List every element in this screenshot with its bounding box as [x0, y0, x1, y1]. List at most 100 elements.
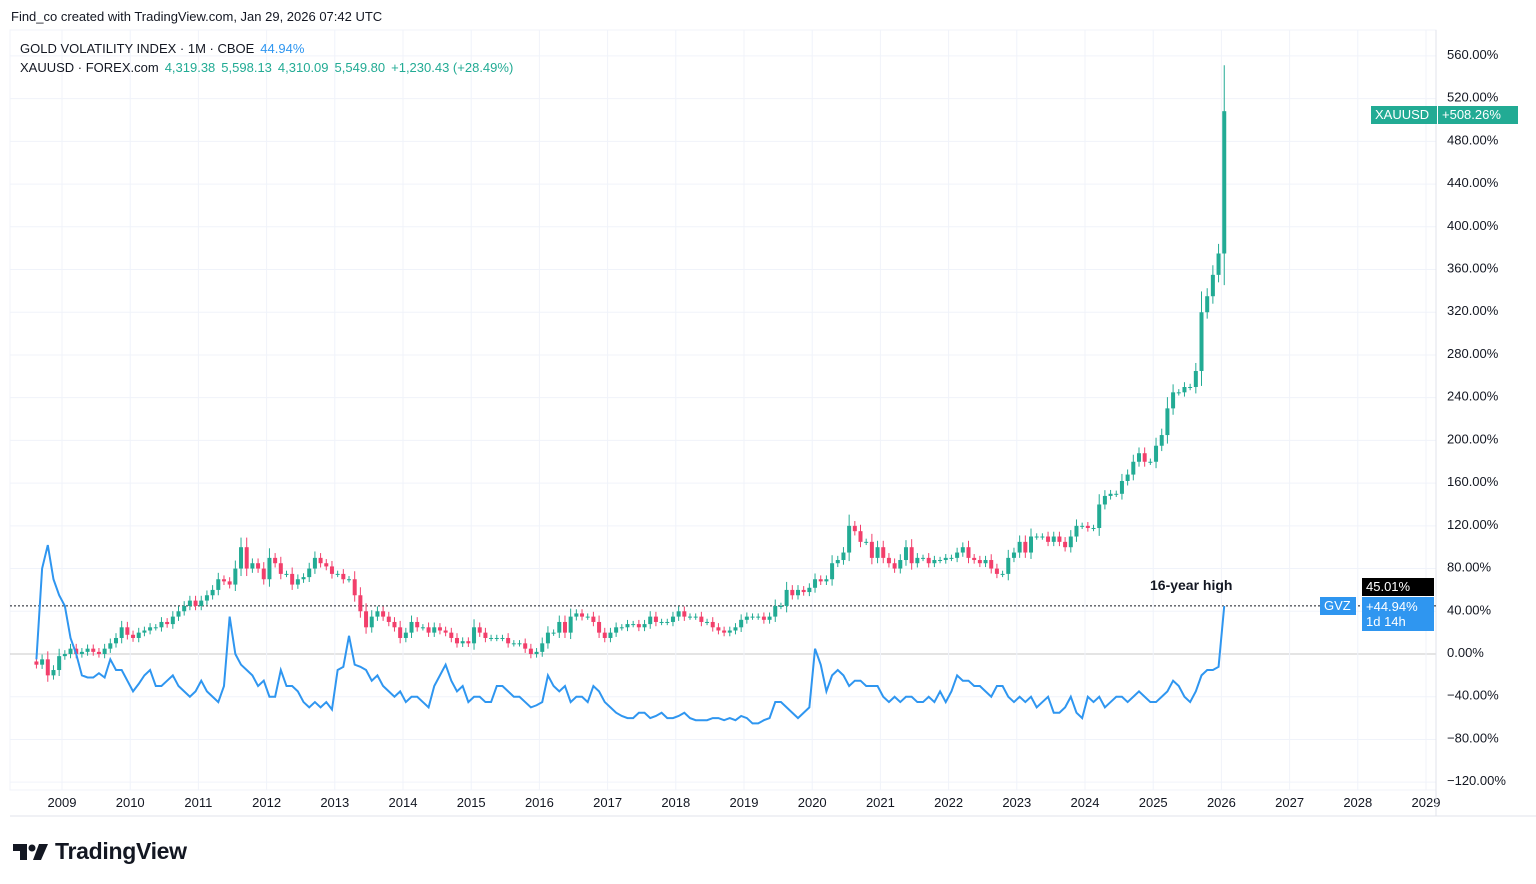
- xau-candle: [608, 632, 613, 638]
- xau-candle: [767, 616, 772, 620]
- xau-candle: [460, 641, 465, 644]
- xau-candle: [415, 621, 420, 628]
- xau-candle: [966, 547, 971, 558]
- xau-candle: [932, 560, 937, 564]
- xau-candle: [119, 627, 124, 638]
- xau-candle: [466, 641, 471, 644]
- xau-candle: [983, 560, 988, 564]
- xau-candle: [454, 637, 459, 644]
- xau-candle: [847, 525, 852, 553]
- xau-candle: [358, 595, 363, 612]
- xau-candle: [773, 605, 778, 617]
- xau-candle: [574, 613, 579, 617]
- xau-candle: [34, 661, 39, 665]
- xau-candle: [943, 557, 948, 561]
- gvz-countdown: 1d 14h: [1366, 614, 1406, 629]
- xau-candle: [744, 616, 749, 620]
- xau-candle: [659, 621, 664, 623]
- xau-candle: [233, 568, 238, 585]
- xau-candle: [739, 619, 744, 628]
- xau-candle: [1222, 111, 1227, 254]
- xau-candle: [483, 632, 488, 638]
- legend-xau[interactable]: XAUUSD · FOREX.com 4,319.38 5,598.13 4,310.…: [20, 58, 519, 77]
- x-tick-label: 2025: [1139, 795, 1168, 810]
- xau-candle: [602, 632, 607, 638]
- xau-candle: [165, 621, 170, 625]
- legend-gvz-title: GOLD VOLATILITY INDEX · 1M · CBOE: [20, 41, 255, 56]
- xau-candle: [489, 637, 494, 639]
- xau-candle: [57, 656, 62, 671]
- xau-candle: [1205, 296, 1210, 313]
- xau-candle: [68, 648, 73, 654]
- xau-candle: [972, 557, 977, 561]
- x-tick-label: 2015: [457, 795, 486, 810]
- xau-candle: [977, 560, 982, 564]
- tradingview-logo[interactable]: TradingView: [13, 838, 187, 865]
- xau-candle: [364, 611, 369, 628]
- y-tick-label: 240.00%: [1447, 389, 1499, 404]
- xau-candle: [955, 552, 960, 558]
- xau-candle: [921, 557, 926, 559]
- xau-candle: [1125, 474, 1130, 481]
- xau-candle: [159, 621, 164, 628]
- xau-candle: [301, 577, 306, 580]
- x-tick-label: 2020: [798, 795, 827, 810]
- xau-candle: [517, 643, 522, 645]
- xau-candle: [131, 634, 136, 638]
- xau-candle: [898, 560, 903, 569]
- xau-candle: [1108, 493, 1113, 496]
- xau-candle: [614, 627, 619, 633]
- xau-candle: [528, 648, 533, 654]
- xau-candle: [1000, 573, 1005, 575]
- xau-candle: [216, 579, 221, 590]
- x-tick-label: 2029: [1412, 795, 1441, 810]
- xau-candle: [210, 589, 215, 596]
- xau-candle: [409, 621, 414, 633]
- xau-candle: [818, 579, 823, 582]
- xau-candle: [562, 621, 567, 633]
- x-tick-label: 2022: [934, 795, 963, 810]
- xau-candle: [1119, 480, 1124, 494]
- xau-candle: [693, 616, 698, 618]
- xau-candle: [1017, 541, 1022, 553]
- x-tick-label: 2017: [593, 795, 622, 810]
- xau-candle: [494, 637, 499, 639]
- xau-candle: [716, 627, 721, 631]
- xau-candle: [841, 552, 846, 561]
- xau-candle: [909, 547, 914, 564]
- xau-candle: [1210, 274, 1215, 297]
- x-tick-label: 2026: [1207, 795, 1236, 810]
- xau-candle: [193, 600, 198, 606]
- xau-candle: [398, 627, 403, 638]
- xau-candle: [642, 624, 647, 628]
- xau-candle: [568, 616, 573, 633]
- xau-candle: [125, 627, 130, 635]
- xau-candle: [1165, 408, 1170, 436]
- xau-candle: [1182, 387, 1187, 393]
- xau-candle: [733, 627, 738, 631]
- xau-candle: [784, 589, 789, 606]
- xau-candle: [1171, 392, 1176, 409]
- legend-gvz[interactable]: GOLD VOLATILITY INDEX · 1M · CBOE 44.94%: [20, 39, 519, 58]
- legend-xau-change: +1,230.43 (+28.49%): [391, 60, 514, 75]
- xau-candle: [273, 557, 278, 564]
- xau-candle: [392, 621, 397, 628]
- xau-candle: [1057, 536, 1062, 542]
- xau-candle: [1046, 536, 1051, 542]
- y-tick-label: −40.00%: [1447, 688, 1499, 703]
- xau-candle: [170, 616, 175, 625]
- price-chart[interactable]: 560.00% 520.00% 480.00% 440.00% 400.00% 360.0…: [0, 0, 1536, 830]
- xau-candle: [472, 627, 477, 644]
- xau-candle: [653, 616, 658, 622]
- legend-xau-title: XAUUSD · FOREX.com: [20, 60, 159, 75]
- xau-tag: XAUUSD: [1371, 106, 1437, 124]
- xau-candle: [631, 624, 636, 626]
- xau-candle: [710, 621, 715, 628]
- xau-candle: [1216, 253, 1221, 275]
- xau-candle: [989, 560, 994, 569]
- x-tick-label: 2011: [184, 795, 212, 810]
- xau-candle: [176, 611, 181, 617]
- xau-candle: [1029, 536, 1034, 553]
- xau-candle: [386, 616, 391, 622]
- annotation-16-year-high: 16-year high: [1150, 577, 1233, 593]
